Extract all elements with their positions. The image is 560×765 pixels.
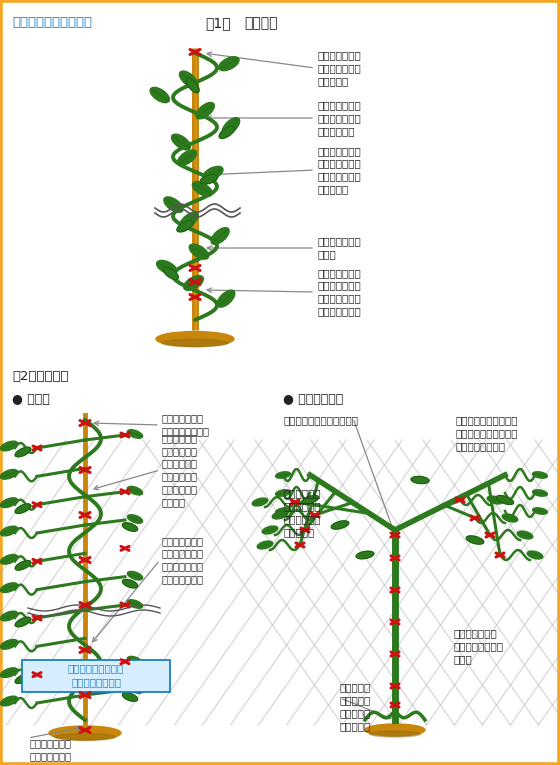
Text: 親づるは７～８節で摘芯。: 親づるは７～８節で摘芯。: [283, 415, 358, 425]
Ellipse shape: [1, 470, 17, 479]
Ellipse shape: [150, 87, 170, 103]
Ellipse shape: [180, 71, 198, 88]
Text: 支柱、ネット誘引の
いずれでもよい。: 支柱、ネット誘引の いずれでもよい。: [68, 663, 124, 687]
Ellipse shape: [1, 668, 17, 678]
Ellipse shape: [177, 221, 193, 232]
Ellipse shape: [252, 498, 268, 506]
Text: （2）　混性型: （2） 混性型: [12, 370, 68, 383]
Ellipse shape: [15, 448, 31, 457]
Ellipse shape: [49, 726, 121, 740]
Ellipse shape: [301, 496, 319, 504]
Text: 支柱丈いっぱい
に親づるが伸び
たら摘芯。: 支柱丈いっぱい に親づるが伸び たら摘芯。: [317, 50, 361, 86]
Ellipse shape: [217, 290, 235, 308]
Ellipse shape: [487, 496, 503, 504]
Ellipse shape: [156, 331, 234, 347]
Text: 株元から出る子
づるは早めに摘
み取る。: 株元から出る子 づるは早めに摘 み取る。: [30, 738, 72, 765]
Ellipse shape: [211, 228, 229, 244]
Ellipse shape: [178, 150, 197, 165]
Ellipse shape: [332, 521, 349, 529]
Ellipse shape: [127, 430, 143, 438]
Ellipse shape: [189, 244, 209, 259]
Ellipse shape: [127, 685, 143, 693]
Ellipse shape: [186, 78, 199, 93]
Text: 親づるには連
続して雌花は
つかない。雌
花がついた節
から子づるは
出ない。: 親づるには連 続して雌花は つかない。雌 花がついた節 から子づるは 出ない。: [162, 433, 198, 507]
Text: 全雌花型: 全雌花型: [244, 16, 278, 30]
Ellipse shape: [502, 514, 518, 522]
Ellipse shape: [497, 496, 514, 504]
Ellipse shape: [203, 166, 223, 181]
Ellipse shape: [527, 551, 543, 559]
Ellipse shape: [180, 212, 198, 229]
Text: ● 中間型: ● 中間型: [12, 393, 50, 406]
Ellipse shape: [123, 579, 138, 588]
Text: １株ごとに支柱
を立てて親づる
を誘引する。: １株ごとに支柱 を立てて親づる を誘引する。: [317, 100, 361, 136]
Ellipse shape: [15, 504, 31, 513]
Ellipse shape: [164, 197, 183, 213]
Ellipse shape: [1, 640, 17, 649]
Ellipse shape: [533, 490, 548, 496]
Text: 子づるは４～
５本伸ばし、
ネットに誘引
していく。: 子づるは４～ ５本伸ばし、 ネットに誘引 していく。: [283, 488, 320, 538]
Text: 親づるは支柱丈
いっぱいで摘芯。: 親づるは支柱丈 いっぱいで摘芯。: [162, 414, 210, 436]
Ellipse shape: [222, 118, 240, 135]
Ellipse shape: [1, 696, 17, 706]
Ellipse shape: [123, 522, 138, 531]
Ellipse shape: [123, 693, 138, 702]
Ellipse shape: [127, 571, 143, 580]
Ellipse shape: [184, 275, 203, 291]
Ellipse shape: [162, 339, 228, 347]
Ellipse shape: [15, 674, 31, 683]
Ellipse shape: [127, 600, 143, 608]
Ellipse shape: [370, 731, 421, 737]
Ellipse shape: [163, 267, 179, 279]
Ellipse shape: [127, 515, 143, 523]
Ellipse shape: [257, 541, 273, 549]
Ellipse shape: [15, 561, 31, 570]
FancyBboxPatch shape: [22, 660, 170, 692]
Ellipse shape: [1, 441, 17, 451]
Ellipse shape: [517, 531, 533, 539]
Text: 孫づるの１節目に必ず
雌花がつくので、葉を
２枚残して摘芯。: 孫づるの１節目に必ず 雌花がつくので、葉を ２枚残して摘芯。: [455, 415, 517, 451]
Ellipse shape: [127, 487, 143, 495]
Ellipse shape: [1, 583, 17, 593]
Ellipse shape: [276, 472, 291, 478]
Ellipse shape: [1, 555, 17, 565]
Text: 株元の子づ
る２～３本
は、早めに
摘み取る。: 株元の子づ る２～３本 は、早めに 摘み取る。: [340, 682, 371, 731]
Ellipse shape: [1, 611, 17, 621]
Ellipse shape: [15, 617, 31, 627]
Text: 各節に雌花がつ
くが、若どりを
して樹勢の安定
に努める。: 各節に雌花がつ くが、若どりを して樹勢の安定 に努める。: [317, 146, 361, 194]
Ellipse shape: [276, 490, 291, 496]
Ellipse shape: [200, 174, 217, 184]
Ellipse shape: [365, 724, 425, 736]
Ellipse shape: [219, 126, 235, 138]
Ellipse shape: [356, 552, 374, 558]
Ellipse shape: [272, 511, 288, 519]
Ellipse shape: [157, 260, 177, 274]
Ellipse shape: [276, 508, 291, 514]
Ellipse shape: [466, 536, 484, 544]
Ellipse shape: [1, 526, 17, 536]
Ellipse shape: [411, 477, 429, 483]
Ellipse shape: [54, 734, 115, 741]
Ellipse shape: [192, 181, 212, 197]
Text: （1）: （1）: [205, 16, 231, 30]
Ellipse shape: [262, 526, 278, 534]
Ellipse shape: [171, 134, 190, 150]
Ellipse shape: [1, 498, 17, 507]
Ellipse shape: [127, 656, 143, 665]
Text: 支柱立て・整枝・誘引: 支柱立て・整枝・誘引: [12, 16, 92, 29]
Ellipse shape: [219, 57, 239, 70]
Text: 子づるの１節目
に必ず雌花がつ
くので、２枚葉
を残して摘芯。: 子づるの１節目 に必ず雌花がつ くので、２枚葉 を残して摘芯。: [162, 536, 204, 584]
Text: ● 飛び節成り型: ● 飛び節成り型: [283, 393, 343, 406]
Text: 出てくる孫づる
は、すべて同様に
摘芯。: 出てくる孫づる は、すべて同様に 摘芯。: [453, 628, 503, 664]
Ellipse shape: [533, 508, 548, 514]
Text: 親づるは支柱に
誘引。: 親づるは支柱に 誘引。: [317, 236, 361, 259]
Text: 株元から出る子
づるは早めに摘
み取り、親づる
の伸長を促す。: 株元から出る子 づるは早めに摘 み取り、親づる の伸長を促す。: [317, 268, 361, 316]
Ellipse shape: [196, 103, 214, 119]
Ellipse shape: [533, 472, 548, 478]
